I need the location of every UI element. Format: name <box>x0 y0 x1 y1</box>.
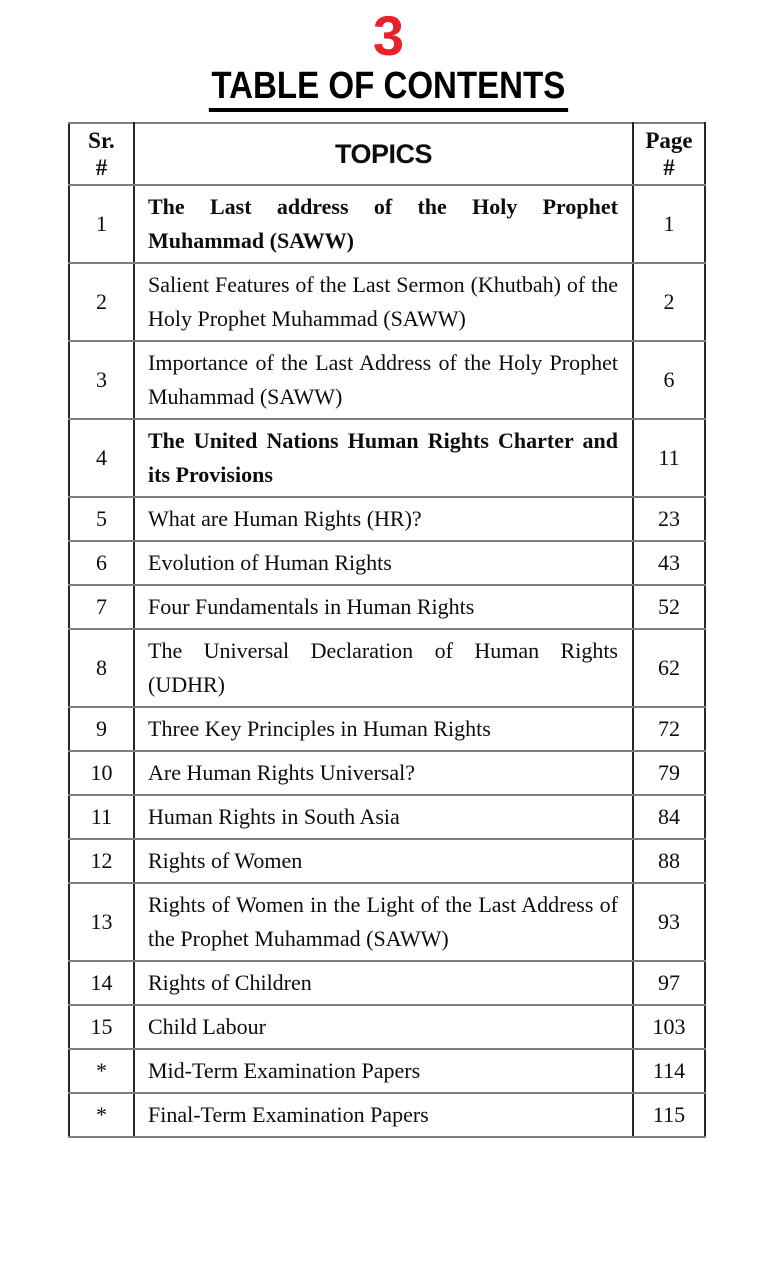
column-header-topics: TOPICS <box>133 122 634 186</box>
page-header: 3 TABLE OF CONTENTS <box>0 6 777 112</box>
table-row: 4 The United Nations Human Rights Charte… <box>68 418 706 498</box>
topic-cell: Three Key Principles in Human Rights <box>133 706 634 752</box>
topic-cell: Child Labour <box>133 1004 634 1050</box>
topic-cell: Salient Features of the Last Sermon (Khu… <box>133 262 634 342</box>
sr-cell: 12 <box>68 838 135 884</box>
column-header-sr-line2: # <box>95 155 108 180</box>
sr-cell: * <box>68 1092 135 1138</box>
table-row: 10 Are Human Rights Universal? 79 <box>68 750 706 796</box>
page-cell: 84 <box>632 794 706 840</box>
page-cell: 43 <box>632 540 706 586</box>
sr-cell: 5 <box>68 496 135 542</box>
table-row: 13 Rights of Women in the Light of the L… <box>68 882 706 962</box>
sr-cell: 15 <box>68 1004 135 1050</box>
page-cell: 1 <box>632 184 706 264</box>
page-cell: 103 <box>632 1004 706 1050</box>
topic-cell: Rights of Women <box>133 838 634 884</box>
page-cell: 114 <box>632 1048 706 1094</box>
sr-cell: * <box>68 1048 135 1094</box>
topic-cell: Rights of Women in the Light of the Last… <box>133 882 634 962</box>
sr-cell: 11 <box>68 794 135 840</box>
heading-wrap: TABLE OF CONTENTS <box>0 66 777 112</box>
page-cell: 52 <box>632 584 706 630</box>
topic-cell: The Universal Declaration of Human Right… <box>133 628 634 708</box>
column-header-sr-line1: Sr. <box>88 128 115 153</box>
page-cell: 79 <box>632 750 706 796</box>
sr-cell: 7 <box>68 584 135 630</box>
sr-cell: 13 <box>68 882 135 962</box>
sr-cell: 1 <box>68 184 135 264</box>
column-header-page: Page # <box>632 122 706 186</box>
table-row: 9 Three Key Principles in Human Rights 7… <box>68 706 706 752</box>
page-cell: 23 <box>632 496 706 542</box>
table-row: 6 Evolution of Human Rights 43 <box>68 540 706 586</box>
page-title: TABLE OF CONTENTS <box>208 66 569 112</box>
topic-cell: Evolution of Human Rights <box>133 540 634 586</box>
page-cell: 62 <box>632 628 706 708</box>
table-row: 7 Four Fundamentals in Human Rights 52 <box>68 584 706 630</box>
topic-cell: Four Fundamentals in Human Rights <box>133 584 634 630</box>
topic-cell: Final-Term Examination Papers <box>133 1092 634 1138</box>
column-header-page-line1: Page <box>645 128 693 153</box>
column-header-page-line2: # <box>663 155 675 180</box>
table-row: 2 Salient Features of the Last Sermon (K… <box>68 262 706 342</box>
sr-cell: 4 <box>68 418 135 498</box>
topic-cell: Are Human Rights Universal? <box>133 750 634 796</box>
table-row: 12 Rights of Women 88 <box>68 838 706 884</box>
table-row: * Mid-Term Examination Papers 114 <box>68 1048 706 1094</box>
column-header-sr: Sr. # <box>68 122 135 186</box>
topic-cell: Rights of Children <box>133 960 634 1006</box>
page-cell: 97 <box>632 960 706 1006</box>
sr-cell: 3 <box>68 340 135 420</box>
page-cell: 115 <box>632 1092 706 1138</box>
table-row: 15 Child Labour 103 <box>68 1004 706 1050</box>
page-cell: 88 <box>632 838 706 884</box>
sr-cell: 6 <box>68 540 135 586</box>
sr-cell: 9 <box>68 706 135 752</box>
table-row: * Final-Term Examination Papers 115 <box>68 1092 706 1138</box>
topic-cell: Importance of the Last Address of the Ho… <box>133 340 634 420</box>
table-row: 14 Rights of Children 97 <box>68 960 706 1006</box>
page-cell: 11 <box>632 418 706 498</box>
sr-cell: 10 <box>68 750 135 796</box>
contents-table-body: 1 The Last address of the Holy Prophet M… <box>68 184 706 1138</box>
page-number: 3 <box>372 4 405 67</box>
topic-cell: The United Nations Human Rights Charter … <box>133 418 634 498</box>
contents-table: Sr. # TOPICS Page # 1 The Last address o… <box>68 122 706 1138</box>
topic-cell: The Last address of the Holy Prophet Muh… <box>133 184 634 264</box>
header-row: Sr. # TOPICS Page # <box>68 122 706 186</box>
table-row: 3 Importance of the Last Address of the … <box>68 340 706 420</box>
topic-cell: Mid-Term Examination Papers <box>133 1048 634 1094</box>
table-row: 11 Human Rights in South Asia 84 <box>68 794 706 840</box>
topic-cell: Human Rights in South Asia <box>133 794 634 840</box>
topic-cell: What are Human Rights (HR)? <box>133 496 634 542</box>
page-cell: 6 <box>632 340 706 420</box>
table-row: 8 The Universal Declaration of Human Rig… <box>68 628 706 708</box>
table-row: 5 What are Human Rights (HR)? 23 <box>68 496 706 542</box>
page-cell: 2 <box>632 262 706 342</box>
page-cell: 93 <box>632 882 706 962</box>
sr-cell: 8 <box>68 628 135 708</box>
sr-cell: 2 <box>68 262 135 342</box>
page-cell: 72 <box>632 706 706 752</box>
sr-cell: 14 <box>68 960 135 1006</box>
table-row: 1 The Last address of the Holy Prophet M… <box>68 184 706 264</box>
